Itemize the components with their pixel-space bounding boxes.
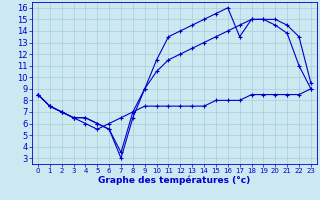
X-axis label: Graphe des températures (°c): Graphe des températures (°c) [98,176,251,185]
